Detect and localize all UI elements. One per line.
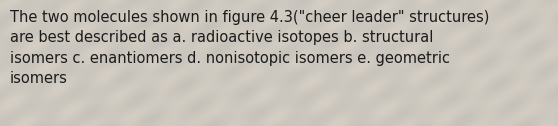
Text: The two molecules shown in figure 4.3("cheer leader" structures)
are best descri: The two molecules shown in figure 4.3("c… [10, 10, 489, 86]
